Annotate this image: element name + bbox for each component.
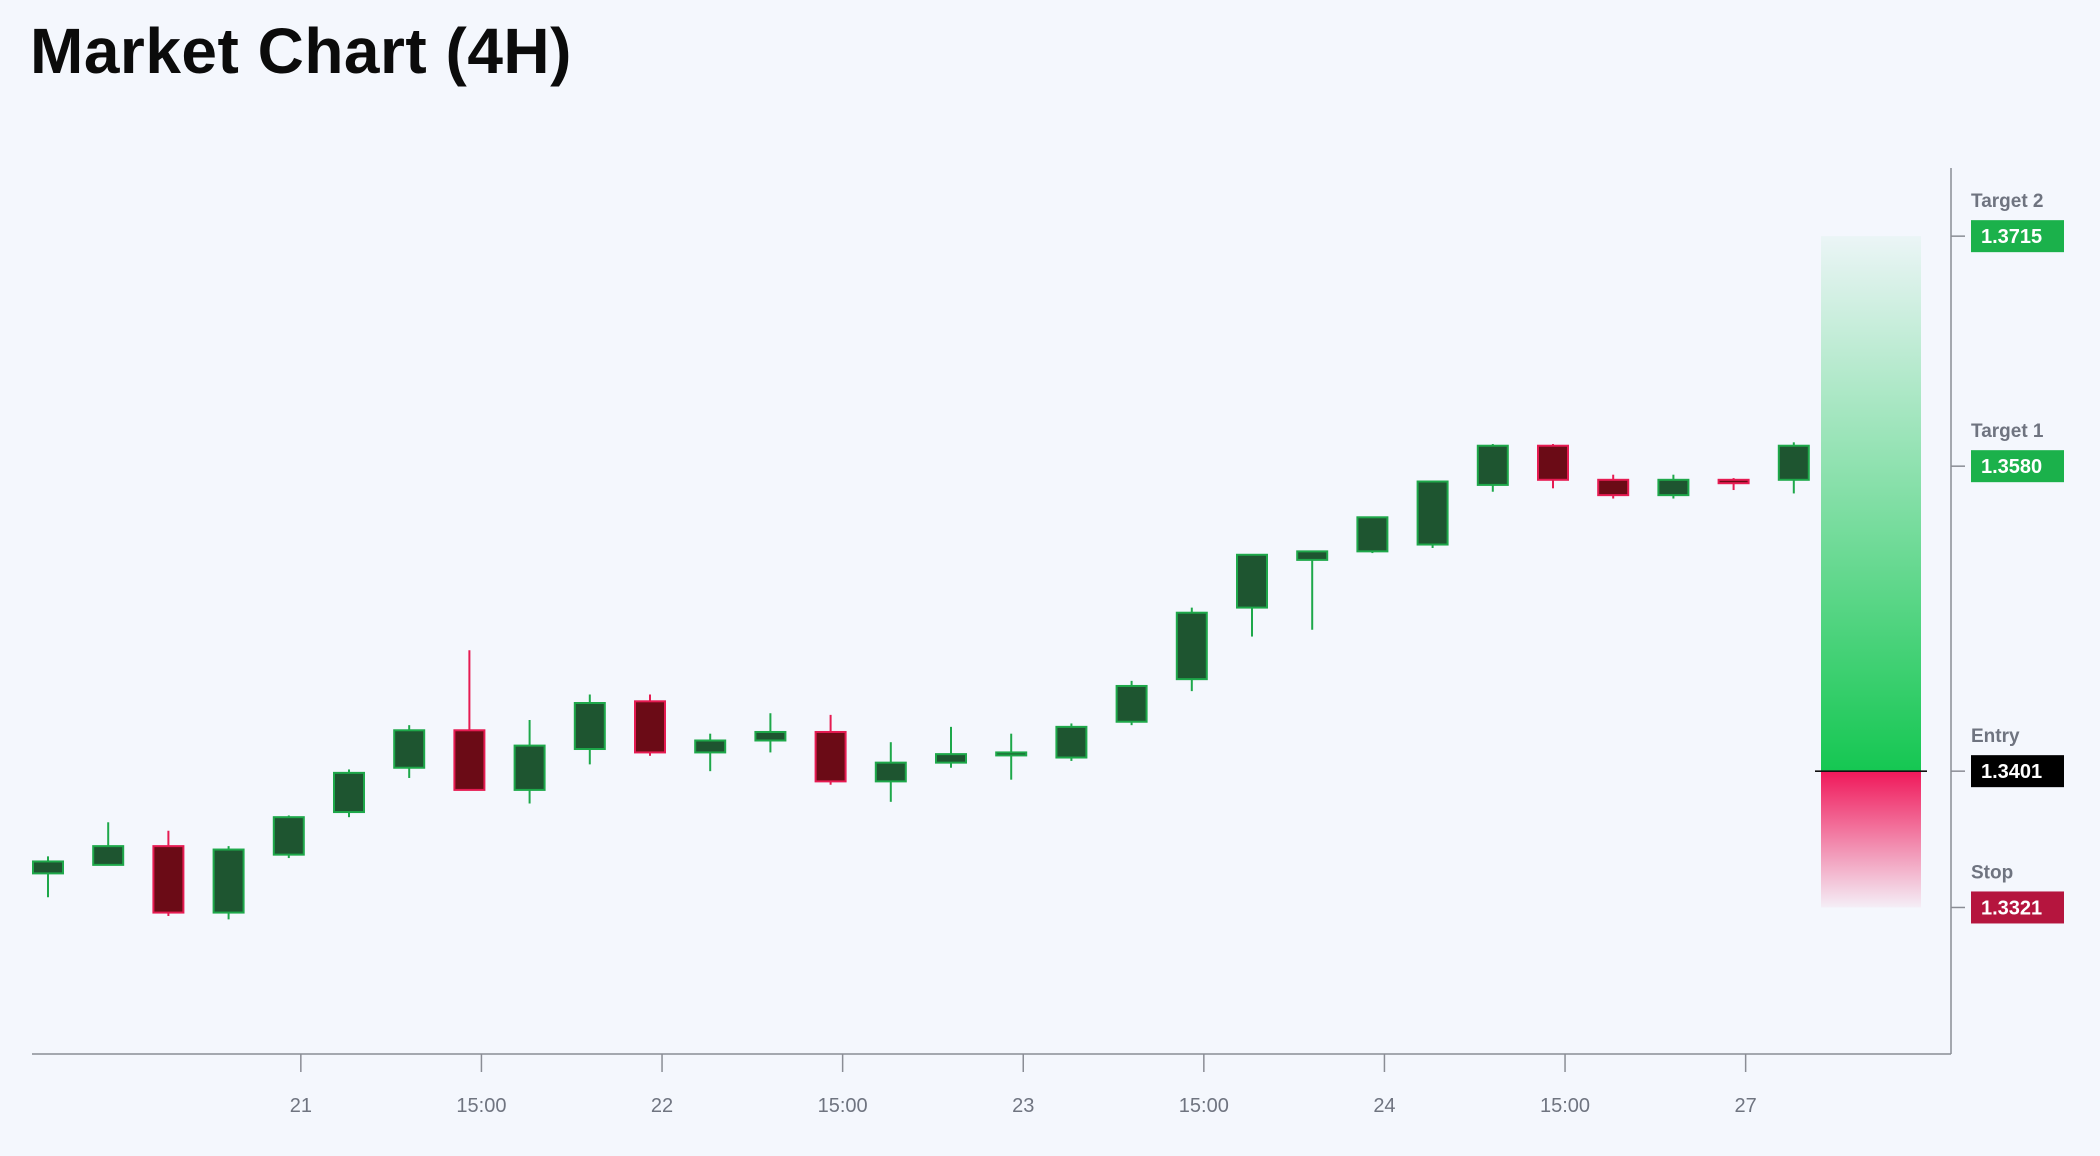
- bearish-candle: [1597, 474, 1630, 499]
- candle-body: [1717, 478, 1750, 485]
- level-name: Target 2: [1971, 191, 2044, 212]
- bullish-candle: [32, 856, 64, 898]
- bullish-candle: [1115, 680, 1148, 726]
- candle-body: [935, 753, 967, 764]
- price-level: Target 1 1.3580: [1951, 421, 2064, 483]
- bearish-candle: [453, 650, 486, 791]
- candle-body: [1055, 725, 1088, 759]
- price-levels: Target 2 1.3715 Target 1 1.3580 Entry 1.3401 S…: [1951, 191, 2064, 924]
- candle-body: [694, 739, 727, 754]
- price-level: Stop 1.3321: [1951, 862, 2064, 924]
- price-level: Entry 1.3401: [1951, 726, 2064, 788]
- x-tick-label: 15:00: [818, 1095, 868, 1117]
- candle-body: [393, 729, 426, 769]
- bullish-candle: [1657, 474, 1690, 499]
- level-name: Target 1: [1971, 421, 2044, 442]
- bearish-candle: [634, 694, 666, 756]
- level-value: 1.3715: [1981, 226, 2042, 248]
- candle-body: [513, 744, 546, 791]
- bullish-candle: [1777, 442, 1810, 494]
- bearish-candle: [1537, 444, 1569, 489]
- x-tick-label: 21: [290, 1095, 312, 1117]
- bullish-candle: [935, 726, 967, 768]
- bullish-candle: [694, 733, 727, 772]
- candle-body: [814, 730, 847, 783]
- candle-body: [1537, 444, 1569, 481]
- level-value-badge: [1971, 891, 2064, 924]
- candle-body: [1777, 444, 1810, 481]
- bullish-candle: [393, 725, 426, 778]
- bearish-candle: [152, 830, 185, 916]
- bullish-candle: [1175, 607, 1208, 692]
- level-name: Stop: [1971, 862, 2013, 883]
- candle-body: [754, 730, 787, 742]
- page-title: Market Chart (4H): [30, 15, 572, 87]
- risk-reward-zones: [1815, 236, 1927, 908]
- bullish-candle: [1055, 723, 1088, 761]
- candle-body: [995, 751, 1028, 757]
- bullish-candle: [212, 846, 245, 920]
- level-value: 1.3580: [1981, 456, 2042, 478]
- bullish-candle: [513, 720, 546, 804]
- candle-body: [1175, 611, 1208, 681]
- level-value: 1.3321: [1981, 897, 2042, 919]
- bullish-candle: [92, 822, 125, 866]
- x-tick-label: 23: [1012, 1095, 1034, 1117]
- candle-body: [1296, 550, 1329, 561]
- bullish-candle: [333, 769, 365, 818]
- bullish-candle: [1296, 550, 1329, 630]
- bullish-candle: [874, 742, 907, 802]
- level-name: Entry: [1971, 726, 2020, 747]
- level-value-badge: [1971, 450, 2064, 483]
- x-tick-label: 15:00: [1179, 1095, 1229, 1117]
- candle-body: [1416, 480, 1449, 546]
- x-axis-ticks: 21 15:00 22 15:00 23 15:00 24 15:00 27: [290, 1054, 1757, 1117]
- candle-body: [152, 845, 185, 914]
- price-level: Target 2 1.3715: [1951, 191, 2064, 253]
- profit-zone: [1821, 236, 1921, 772]
- candle-body: [1115, 684, 1148, 723]
- level-value: 1.3401: [1981, 761, 2042, 783]
- candle-body: [573, 702, 606, 751]
- candle-body: [453, 729, 486, 791]
- bullish-candle: [754, 713, 787, 753]
- candle-body: [92, 845, 125, 866]
- bullish-candle: [573, 694, 606, 765]
- level-value-badge: [1971, 755, 2064, 788]
- bullish-candle: [1356, 516, 1389, 554]
- bullish-candle: [1476, 444, 1509, 492]
- bearish-candle: [814, 714, 847, 785]
- loss-zone: [1821, 771, 1921, 908]
- candle-body: [1597, 478, 1630, 497]
- bullish-candle: [272, 815, 305, 859]
- x-tick-label: 22: [651, 1095, 673, 1117]
- candle-body: [874, 761, 907, 783]
- bullish-candle: [1416, 480, 1449, 548]
- bullish-candle: [995, 733, 1028, 780]
- candle-body: [272, 816, 305, 856]
- axes: [32, 168, 1952, 1055]
- x-tick-label: 24: [1373, 1095, 1395, 1117]
- bearish-candle: [1717, 478, 1750, 491]
- candle-body: [32, 860, 64, 875]
- candle-body: [212, 848, 245, 914]
- candles: [32, 442, 1810, 920]
- x-tick-label: 15:00: [1540, 1095, 1590, 1117]
- candle-body: [634, 700, 666, 754]
- x-tick-label: 27: [1735, 1095, 1757, 1117]
- candle-body: [333, 771, 365, 814]
- candle-body: [1236, 553, 1268, 609]
- x-tick-label: 15:00: [456, 1095, 506, 1117]
- level-value-badge: [1971, 220, 2064, 253]
- candle-body: [1356, 516, 1389, 553]
- candle-body: [1476, 444, 1509, 486]
- candle-body: [1657, 478, 1690, 497]
- bullish-candle: [1236, 553, 1268, 637]
